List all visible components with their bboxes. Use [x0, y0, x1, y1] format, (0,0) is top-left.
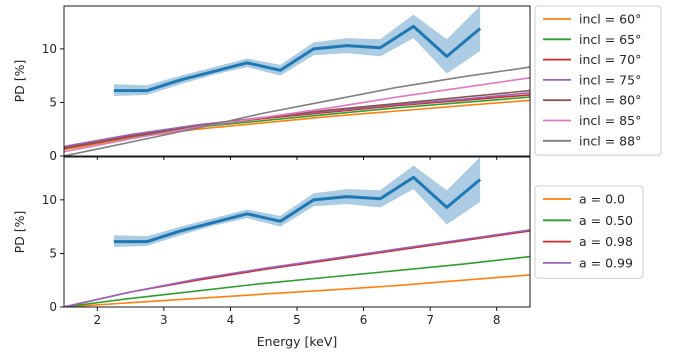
series-line-2	[64, 255, 530, 307]
legend-label-2: incl = 65°	[579, 32, 641, 47]
y-axis-label: PD [%]	[12, 211, 27, 254]
x-tick-label: 4	[227, 313, 235, 327]
x-axis-label: Energy [keV]	[257, 334, 338, 349]
series-line-6	[64, 77, 530, 153]
y-axis-label: PD [%]	[12, 60, 27, 103]
x-tick-label: 7	[426, 313, 434, 327]
y-tick-label: 10	[42, 42, 57, 56]
series-line-7	[64, 66, 530, 156]
legend-label-4: a = 0.99	[579, 255, 633, 270]
legend-label-6: incl = 85°	[579, 113, 641, 128]
y-tick-label: 5	[49, 246, 57, 260]
y-tick-label: 0	[49, 149, 57, 163]
x-tick-label: 5	[293, 313, 301, 327]
x-tick-label: 6	[360, 313, 368, 327]
legend-label-1: incl = 60°	[579, 12, 641, 27]
observed-line	[113, 175, 482, 244]
y-tick-label: 10	[42, 193, 57, 207]
y-tick-label: 5	[49, 95, 57, 109]
legend-label-1: a = 0.0	[579, 192, 625, 207]
x-tick-label: 3	[160, 313, 168, 327]
legend-label-7: incl = 88°	[579, 133, 641, 148]
legend-label-4: incl = 75°	[579, 72, 641, 87]
series-line-5	[64, 89, 530, 150]
y-tick-label: 0	[49, 300, 57, 314]
series-line-3	[64, 94, 530, 149]
x-tick-label: 2	[93, 313, 101, 327]
legend-label-3: incl = 70°	[579, 52, 641, 67]
series-line-1	[64, 274, 530, 307]
legend-label-3: a = 0.98	[579, 234, 633, 249]
observed-line	[113, 24, 482, 93]
legend-box-1	[534, 5, 662, 156]
x-tick-label: 8	[493, 313, 501, 327]
plot-area-1	[64, 6, 530, 156]
plot-area-2	[64, 157, 530, 307]
legend-box-2	[534, 185, 644, 279]
legend-label-2: a = 0.50	[579, 213, 633, 228]
series-line-4	[64, 229, 530, 307]
legend-label-5: incl = 80°	[579, 93, 641, 108]
